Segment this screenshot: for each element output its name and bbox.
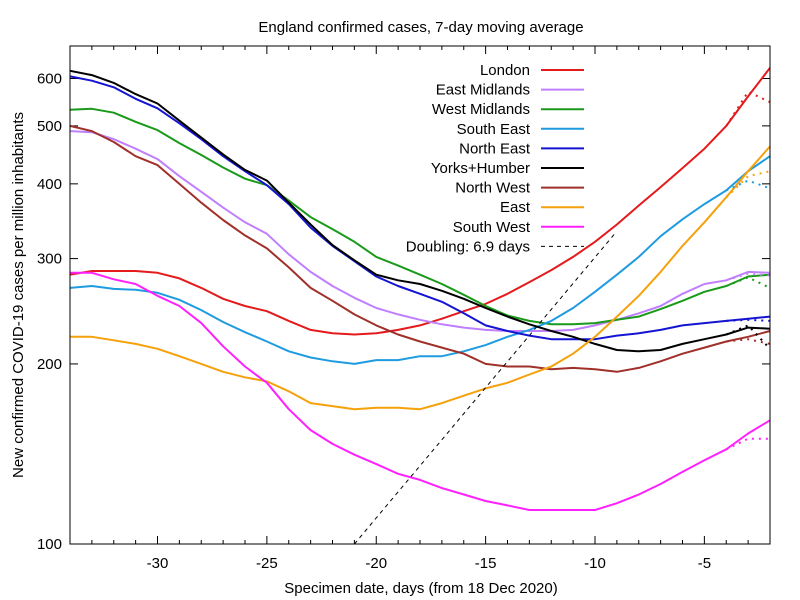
tail-line-london	[725, 90, 771, 127]
series-line-yorks-humber	[69, 69, 771, 353]
x-tick-label: -30	[147, 555, 169, 572]
tail-line-north-east	[726, 318, 771, 322]
legend-label: South West	[453, 219, 531, 236]
series-line-north-east	[69, 75, 771, 341]
tail-line-east-midlands	[726, 272, 771, 282]
y-tick-label: 200	[37, 356, 62, 373]
y-tick-label: 100	[37, 536, 62, 553]
y-tick-label: 300	[37, 251, 62, 268]
y-tick-label: 600	[37, 71, 62, 88]
tail-line-south-west	[725, 437, 770, 451]
series-lines	[69, 67, 771, 511]
series-line-south-east	[69, 155, 771, 365]
series-line-east	[70, 145, 771, 411]
x-axis-label: Specimen date, days (from 18 Dec 2020)	[284, 580, 557, 597]
series-line-east-midlands	[69, 130, 771, 332]
series-line-london	[69, 67, 771, 336]
legend-label: South East	[457, 121, 531, 138]
legend-label: North East	[459, 140, 531, 157]
legend: London East Midlands West Midlands South Ea…	[406, 62, 584, 255]
legend-label: London	[480, 62, 530, 79]
x-tick-label: -10	[584, 555, 606, 572]
y-tick-labels: 100 200 300 400 500 600	[37, 71, 62, 553]
x-tick-label: -15	[475, 555, 497, 572]
tail-line-north-west	[726, 338, 771, 345]
provisional-tails	[725, 90, 771, 451]
series-line-west-midlands	[69, 107, 771, 326]
x-tick-label: -25	[256, 555, 278, 572]
doubling-line	[353, 233, 616, 545]
tail-line-west-midlands	[725, 276, 771, 289]
legend-label: East Midlands	[436, 82, 530, 99]
y-tick-label: 500	[37, 118, 62, 135]
plot-frame	[69, 45, 771, 545]
y-tick-label: 400	[37, 176, 62, 193]
tail-line-yorks-humber	[725, 324, 771, 350]
legend-label: North West	[455, 180, 531, 197]
series-line-north-west	[69, 124, 771, 373]
y-axis-label: New confirmed COVID-19 cases per million…	[10, 112, 27, 478]
doubling-reference	[353, 233, 616, 545]
chart-title: England confirmed cases, 7-day moving av…	[258, 19, 583, 36]
x-tick-label: -20	[365, 555, 387, 572]
legend-label: Yorks+Humber	[431, 160, 530, 177]
x-tick-label: -5	[698, 555, 711, 572]
tail-line-south-east	[725, 179, 771, 192]
legend-label: East	[500, 199, 531, 216]
series-line-south-west	[70, 271, 771, 511]
x-tick-labels: -30 -25 -20 -15 -10 -5	[147, 555, 711, 572]
legend-label: West Midlands	[432, 101, 530, 118]
legend-label: Doubling: 6.9 days	[406, 238, 530, 255]
